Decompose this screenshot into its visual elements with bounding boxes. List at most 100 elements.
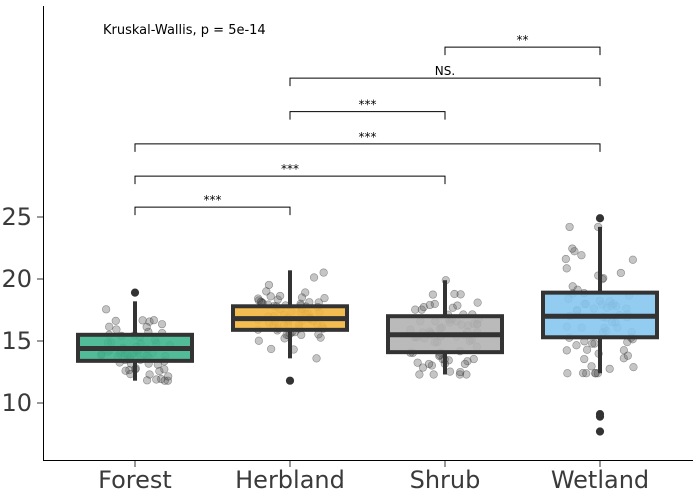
kruskal-wallis-annotation: Kruskal-Wallis, p = 5e-14	[103, 23, 266, 38]
data-point	[568, 282, 577, 291]
data-point	[562, 264, 571, 273]
data-point	[111, 316, 120, 325]
data-point	[142, 322, 151, 332]
data-point	[267, 344, 276, 354]
data-point	[163, 376, 172, 385]
data-point	[164, 372, 173, 381]
data-point	[297, 293, 307, 302]
box-herbland	[231, 270, 349, 359]
data-point	[145, 317, 154, 326]
x-axis-ticks: Forest Herbland Shrub Wetland	[98, 461, 649, 494]
comparison-brackets: *** *** *** *** NS. **	[134, 33, 601, 216]
data-point	[413, 358, 422, 367]
data-point	[430, 299, 439, 309]
data-point	[301, 288, 310, 297]
data-point	[160, 365, 169, 374]
data-point	[417, 305, 426, 314]
data-point	[578, 368, 588, 378]
data-point	[160, 376, 169, 385]
data-point	[418, 363, 428, 372]
y-tick-label: 10	[1, 389, 32, 417]
x-tick-label: Herbland	[235, 466, 345, 494]
comparison-bracket: ***	[134, 162, 446, 185]
y-tick-label: 25	[1, 203, 32, 231]
data-point	[121, 366, 130, 375]
data-point	[456, 290, 465, 299]
significance-label: ***	[359, 130, 377, 144]
y-tick-label: 20	[1, 265, 32, 293]
data-point	[588, 339, 597, 348]
outlier-point	[595, 427, 605, 436]
data-point	[157, 320, 167, 329]
comparison-bracket: **	[444, 33, 601, 56]
data-point	[561, 254, 570, 264]
significance-label: ***	[204, 193, 222, 207]
data-point	[568, 244, 577, 253]
data-point	[266, 292, 275, 301]
significance-label: ***	[281, 162, 299, 176]
outlier-point	[130, 288, 140, 297]
x-tick-label: Wetland	[551, 466, 649, 494]
bracket-line	[134, 206, 291, 216]
x-tick-label: Shrub	[410, 466, 481, 494]
data-point	[623, 337, 632, 347]
comparison-bracket: NS.	[289, 64, 601, 87]
data-point	[619, 346, 628, 355]
data-point	[143, 376, 152, 385]
comparison-bracket: ***	[289, 98, 446, 120]
data-point	[152, 375, 161, 384]
data-point	[273, 295, 282, 304]
data-point	[427, 361, 436, 370]
data-point	[450, 289, 459, 299]
data-point	[419, 303, 428, 312]
data-point	[629, 363, 638, 372]
data-point	[316, 333, 325, 342]
bracket-line	[289, 77, 601, 87]
data-point	[562, 346, 571, 355]
data-point	[319, 268, 328, 277]
data-point	[320, 294, 329, 303]
outliers	[130, 214, 605, 436]
data-point	[462, 370, 471, 379]
data-point	[469, 354, 478, 364]
box-forest	[76, 301, 194, 381]
data-point	[105, 322, 114, 331]
data-point	[582, 369, 591, 378]
data-point	[616, 268, 625, 278]
significance-label: **	[517, 33, 529, 47]
bracket-line	[289, 111, 446, 120]
data-point	[448, 303, 457, 312]
data-point	[254, 336, 263, 345]
boxes	[76, 226, 659, 381]
data-point	[565, 222, 574, 232]
data-point	[112, 325, 121, 334]
bracket-line	[444, 46, 601, 56]
y-tick-label: 15	[1, 327, 32, 355]
data-point	[145, 370, 154, 379]
data-point	[460, 359, 470, 369]
data-point	[254, 294, 263, 303]
data-point	[428, 290, 437, 299]
box-wetland	[541, 226, 659, 374]
box-shrub	[386, 280, 504, 375]
comparison-bracket: ***	[134, 193, 291, 216]
data-point	[411, 305, 420, 314]
data-point	[276, 291, 285, 301]
data-point	[587, 362, 596, 371]
data-point	[577, 251, 586, 260]
data-point	[580, 354, 589, 364]
data-point	[424, 359, 434, 369]
data-point	[456, 367, 465, 377]
data-point	[582, 345, 592, 354]
data-point	[102, 305, 111, 314]
x-tick-label: Forest	[98, 466, 172, 494]
comparison-bracket: ***	[134, 130, 601, 152]
data-point	[619, 354, 628, 363]
data-point	[473, 298, 482, 307]
data-point	[605, 364, 614, 373]
data-point	[149, 316, 158, 325]
data-point	[563, 369, 572, 378]
data-point	[455, 370, 464, 379]
outlier-point	[595, 214, 605, 223]
